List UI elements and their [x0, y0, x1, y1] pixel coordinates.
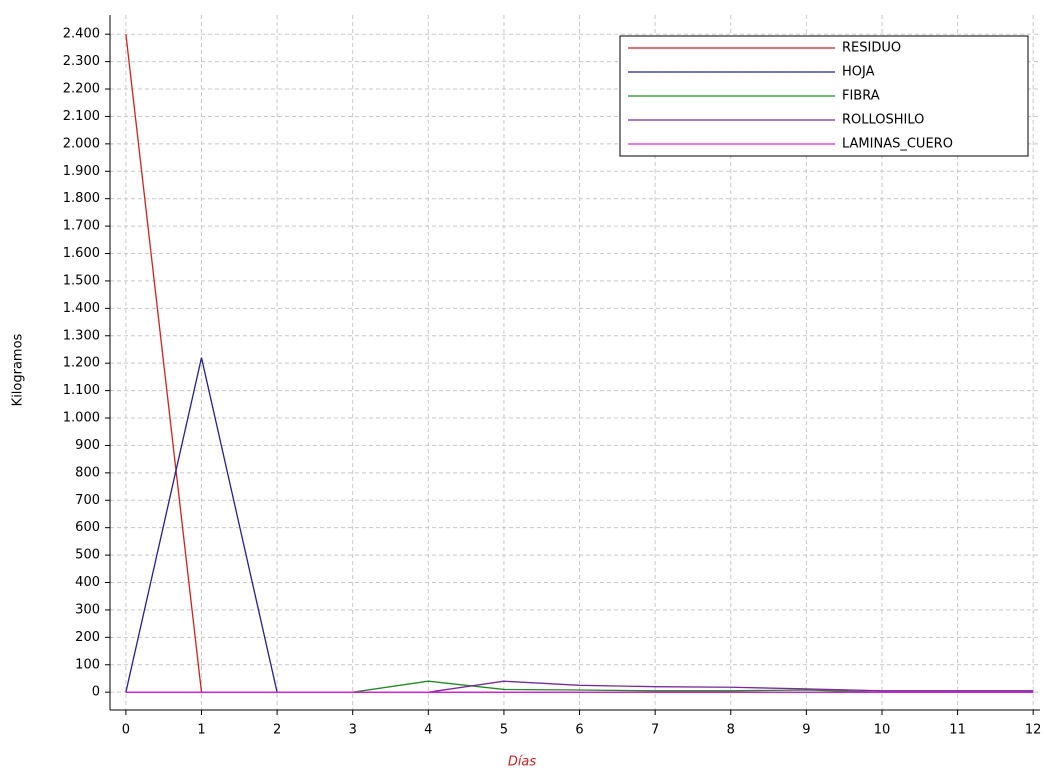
y-tick-label: 800: [75, 465, 100, 480]
y-tick-label: 2.100: [63, 109, 100, 124]
y-tick-label: 1.200: [63, 356, 100, 371]
x-tick-label: 7: [651, 723, 659, 738]
y-axis-label: Kilogramos: [11, 333, 26, 406]
x-tick-label: 12: [1025, 723, 1042, 738]
legend-label: LAMINAS_CUERO: [842, 137, 953, 152]
x-tick-label: 0: [122, 723, 130, 738]
y-tick-label: 1.000: [63, 411, 100, 426]
y-tick-label: 400: [75, 575, 100, 590]
x-tick-label: 10: [874, 723, 891, 738]
legend-label: ROLLOSHILO: [842, 113, 924, 128]
y-tick-label: 100: [75, 657, 100, 672]
y-tick-label: 1.100: [63, 383, 100, 398]
legend-label: RESIDUO: [842, 41, 901, 56]
x-tick-label: 2: [273, 723, 281, 738]
x-tick-label: 3: [349, 723, 357, 738]
y-tick-label: 500: [75, 548, 100, 563]
x-tick-label: 1: [197, 723, 205, 738]
x-axis-label: Días: [508, 755, 537, 770]
legend-label: FIBRA: [842, 89, 880, 104]
x-tick-label: 6: [575, 723, 583, 738]
y-tick-label: 2.300: [63, 54, 100, 69]
y-tick-label: 0: [92, 685, 100, 700]
y-tick-label: 300: [75, 602, 100, 617]
y-tick-label: 1.700: [63, 219, 100, 234]
y-tick-label: 1.300: [63, 328, 100, 343]
x-tick-label: 4: [424, 723, 432, 738]
legend-label: HOJA: [842, 65, 875, 80]
y-tick-label: 600: [75, 520, 100, 535]
y-tick-label: 1.500: [63, 273, 100, 288]
y-tick-label: 1.900: [63, 164, 100, 179]
y-tick-label: 2.200: [63, 82, 100, 97]
y-tick-label: 2.400: [63, 27, 100, 42]
y-tick-label: 900: [75, 438, 100, 453]
y-tick-label: 1.400: [63, 301, 100, 316]
y-tick-label: 200: [75, 630, 100, 645]
x-tick-label: 11: [949, 723, 966, 738]
x-tick-label: 9: [802, 723, 810, 738]
y-tick-label: 1.600: [63, 246, 100, 261]
x-tick-label: 5: [500, 723, 508, 738]
x-tick-label: 8: [727, 723, 735, 738]
y-tick-label: 1.800: [63, 191, 100, 206]
y-tick-label: 2.000: [63, 136, 100, 151]
y-tick-label: 700: [75, 493, 100, 508]
